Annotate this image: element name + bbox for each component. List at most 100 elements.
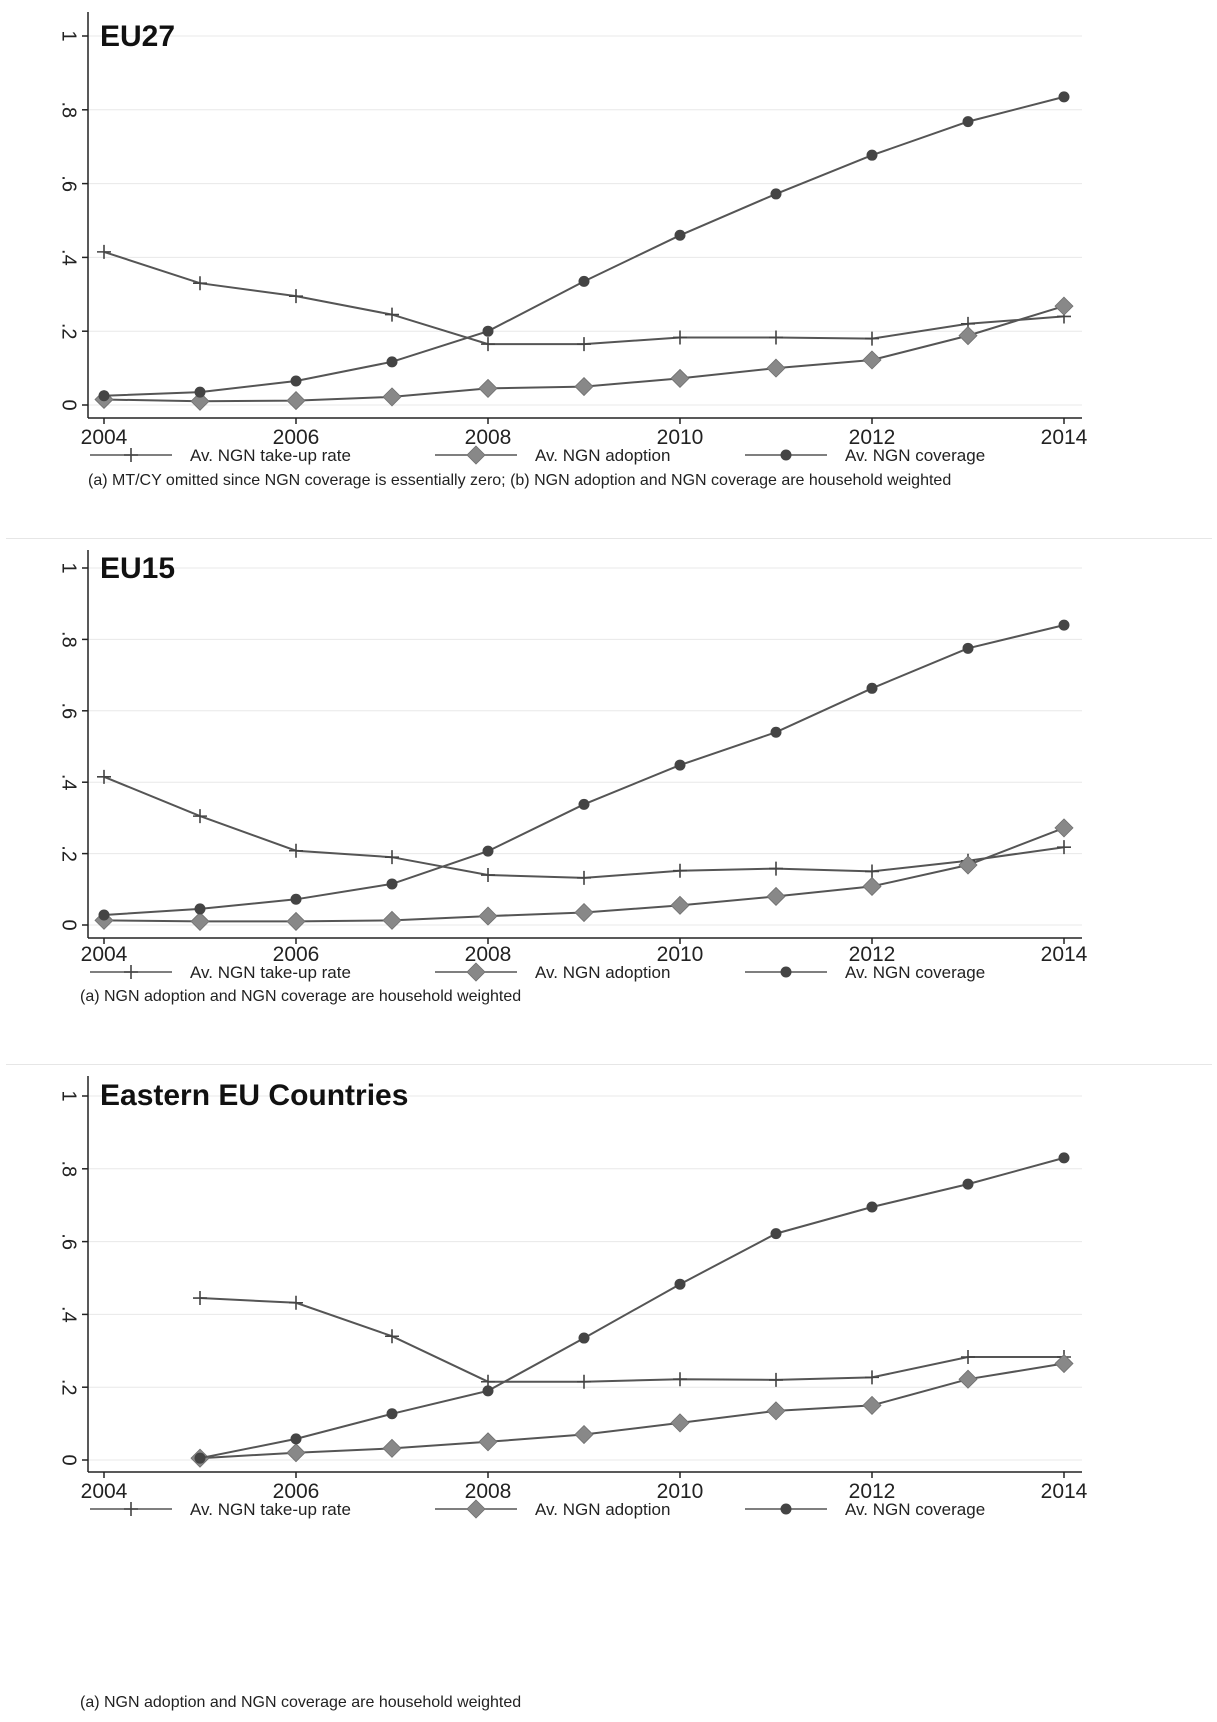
data-point-circle [290, 1433, 302, 1445]
data-point-plus [385, 1329, 399, 1344]
data-point-circle [1058, 91, 1070, 103]
legend-label: Av. NGN adoption [535, 963, 670, 982]
y-tick-label: .2 [58, 845, 80, 862]
legend-label: Av. NGN take-up rate [190, 963, 351, 982]
y-tick-label: .2 [58, 323, 80, 340]
data-point-plus [865, 1370, 879, 1385]
data-point-circle [386, 356, 398, 368]
chart-eastern-eu-note: (a) NGN adoption and NGN coverage are ho… [80, 1694, 522, 1711]
data-point-diamond [670, 1413, 690, 1433]
x-tick-label: 2010 [657, 1480, 704, 1503]
x-tick-label: 2010 [657, 426, 704, 449]
data-point-diamond [670, 895, 690, 915]
data-point-plus [124, 1502, 138, 1516]
data-point-circle [290, 375, 302, 387]
data-point-circle [578, 1332, 590, 1344]
series-circle [98, 619, 1070, 921]
data-point-plus [577, 870, 591, 885]
data-point-circle [866, 682, 878, 694]
data-point-plus [124, 448, 138, 462]
data-point-plus [577, 337, 591, 352]
data-point-plus [385, 850, 399, 865]
data-point-plus [673, 330, 687, 345]
data-point-circle [194, 386, 206, 398]
data-point-circle [98, 390, 110, 402]
data-point-diamond [958, 855, 978, 875]
data-point-diamond [670, 368, 690, 388]
data-point-circle [674, 1278, 686, 1290]
legend-label: Av. NGN coverage [845, 446, 985, 465]
y-tick-label: 1 [58, 1090, 80, 1101]
data-point-plus [193, 276, 207, 291]
y-tick-label: 0 [58, 1454, 80, 1465]
chart-eastern-eu: 0 .2 .4 .6 .8 1 2004 2006 2008 2010 2012 2014 Easter… [58, 1076, 1088, 1519]
series-diamond [190, 1353, 1074, 1468]
data-point-circle [194, 903, 206, 915]
data-point-diamond [1054, 296, 1074, 316]
data-point-plus [1057, 840, 1071, 855]
data-point-circle [770, 188, 782, 200]
data-point-diamond [466, 962, 486, 982]
data-point-plus [481, 337, 495, 352]
legend-label: Av. NGN coverage [845, 1500, 985, 1519]
data-point-plus [97, 244, 111, 259]
y-tick-label: .4 [58, 1306, 80, 1323]
data-point-circle [386, 1408, 398, 1420]
data-point-circle [482, 325, 494, 337]
y-tick-label: .8 [58, 101, 80, 118]
data-point-plus [865, 864, 879, 879]
data-point-plus [769, 1372, 783, 1387]
data-point-diamond [766, 886, 786, 907]
series-plus [97, 244, 1071, 352]
divider [6, 538, 1212, 539]
series-circle [98, 91, 1070, 402]
series-plus [193, 1291, 1071, 1389]
data-point-circle [578, 275, 590, 287]
data-point-circle [578, 798, 590, 810]
y-tick-label: .4 [58, 249, 80, 266]
series-diamond [94, 296, 1074, 411]
y-tick-label: .8 [58, 1160, 80, 1177]
data-point-circle [770, 1228, 782, 1240]
data-point-plus [673, 863, 687, 878]
data-point-diamond [862, 876, 882, 897]
y-tick-label: .6 [58, 702, 80, 719]
x-tick-label: 2008 [465, 943, 512, 966]
x-tick-label: 2014 [1041, 943, 1088, 966]
chart-eu27: 0 .2 .4 .6 .8 1 2004 2006 2008 2010 2012 2014 EU27 Av… [58, 12, 1088, 465]
data-point-diamond [862, 1395, 882, 1415]
data-point-circle [962, 116, 974, 128]
data-point-plus [385, 307, 399, 322]
data-point-circle [780, 1503, 792, 1515]
data-point-circle [962, 642, 974, 654]
data-point-diamond [478, 1432, 498, 1452]
data-point-circle [1058, 1152, 1070, 1164]
data-point-circle [1058, 619, 1070, 631]
legend-label: Av. NGN take-up rate [190, 1500, 351, 1519]
series-circle [194, 1152, 1070, 1464]
x-tick-label: 2006 [273, 1480, 320, 1503]
data-point-plus [673, 1372, 687, 1387]
data-point-diamond [286, 391, 306, 411]
data-point-plus [769, 861, 783, 876]
data-point-circle [780, 449, 792, 461]
data-point-diamond [190, 911, 210, 931]
x-tick-label: 2004 [81, 943, 128, 966]
data-point-circle [770, 726, 782, 738]
y-tick-label: .4 [58, 774, 80, 791]
data-point-plus [97, 769, 111, 784]
data-point-plus [289, 1295, 303, 1310]
y-tick-label: 0 [58, 399, 80, 410]
data-point-circle [98, 909, 110, 921]
y-tick-label: 1 [58, 562, 80, 573]
x-tick-label: 2008 [465, 426, 512, 449]
data-point-circle [674, 229, 686, 241]
y-tick-label: 0 [58, 919, 80, 930]
data-point-diamond [1054, 818, 1074, 838]
legend-label: Av. NGN adoption [535, 446, 670, 465]
data-point-diamond [466, 1499, 486, 1519]
data-point-plus [865, 331, 879, 346]
data-point-plus [124, 965, 138, 979]
x-tick-label: 2004 [81, 426, 128, 449]
